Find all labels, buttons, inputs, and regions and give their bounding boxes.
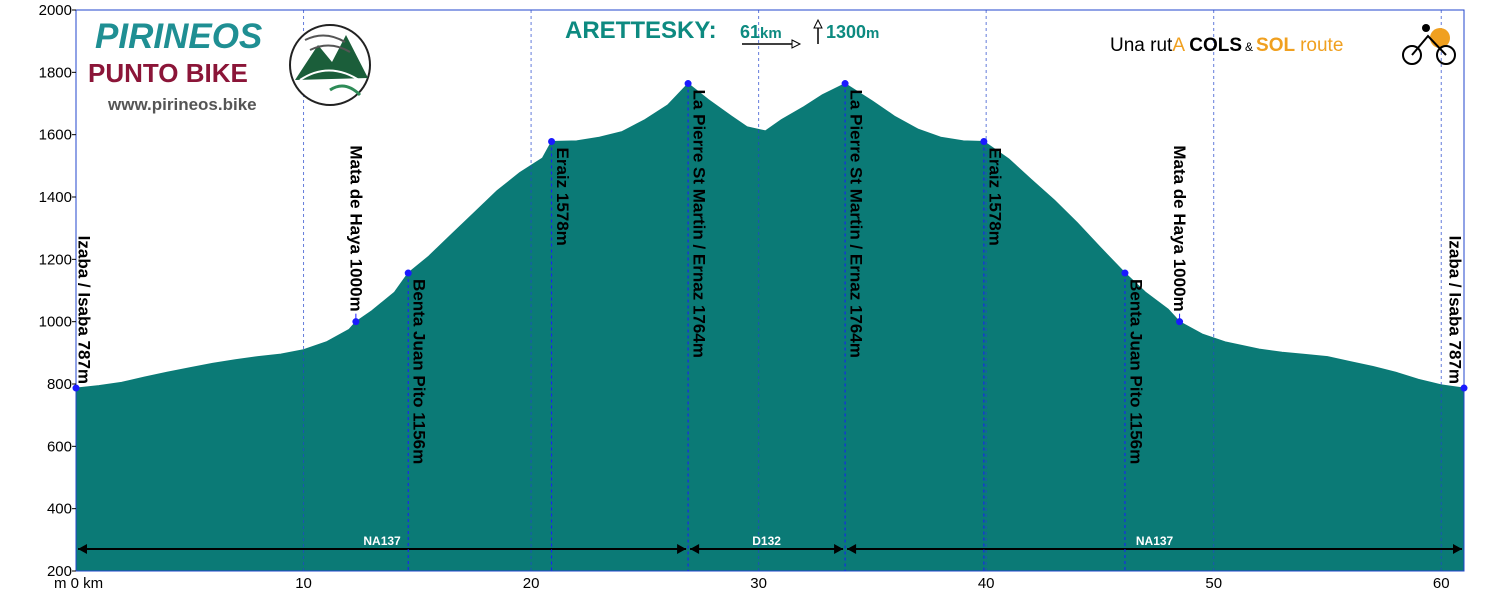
waypoint-label: Benta Juan Pito 1156m	[1126, 279, 1145, 464]
x-tick-label: m 0 km	[54, 575, 103, 592]
brand-line1: PIRINEOS	[95, 17, 262, 56]
waypoint-label: Izaba / Isaba 787m	[75, 236, 94, 384]
road-arrow-right	[834, 544, 844, 554]
branding-block: PIRINEOS PUNTO BIKE www.pirineos.bike	[88, 17, 371, 114]
waypoint-label: Eraiz 1578m	[553, 148, 572, 246]
distance-value: 61km	[740, 22, 782, 42]
cyclist-sun-icon	[1402, 24, 1456, 65]
tagline: Una rutA COLS & SOL route	[1110, 24, 1456, 65]
waypoint-label: La Pierre St Martin / Ernaz 1764m	[847, 90, 866, 358]
y-tick-label: 800	[47, 376, 72, 393]
y-tick-label: 1800	[39, 64, 72, 81]
x-tick-label: 10	[295, 575, 312, 592]
waypoint-marker	[352, 318, 360, 326]
road-arrow-right	[677, 544, 687, 554]
waypoint-marker	[684, 80, 692, 88]
waypoint-label: Izaba / Isaba 787m	[1446, 236, 1465, 384]
ascent-value: 1300m	[826, 22, 879, 42]
waypoint-label: Eraiz 1578m	[985, 148, 1004, 246]
x-tick-label: 60	[1433, 575, 1450, 592]
road-layer: NA137 D132 NA137	[78, 534, 1462, 554]
waypoint-marker	[1121, 269, 1129, 277]
road-arrow-left	[847, 544, 857, 554]
mountain-logo-icon	[289, 24, 371, 106]
y-tick-label: 1200	[39, 251, 72, 268]
y-tick-label: 1600	[39, 127, 72, 144]
axis-layer: 200 400 600 800 1000 1200 1400 1600 1800 2000 m 0 …	[39, 2, 1450, 592]
waypoint-label: Mata de Haya 1000m	[346, 145, 365, 311]
profile-area-layer	[75, 82, 1465, 572]
brand-line2: PUNTO BIKE	[88, 58, 248, 88]
x-tick-label: 50	[1205, 575, 1222, 592]
waypoint-marker	[72, 384, 80, 392]
waypoint-marker	[1176, 318, 1184, 326]
waypoints-layer: Izaba / Isaba 787m Mata de Haya 1000m Bent…	[72, 80, 1468, 571]
y-tick-label: 1000	[39, 314, 72, 331]
waypoint-label: Mata de Haya 1000m	[1170, 145, 1189, 311]
route-name: ARETTESKY:	[565, 17, 717, 44]
tagline-text: Una rutA COLS & SOL route	[1110, 35, 1343, 56]
profile-area	[75, 82, 1465, 572]
x-tick-label: 20	[523, 575, 540, 592]
road-arrow-right	[1453, 544, 1462, 554]
road-label: NA137	[1136, 534, 1174, 548]
route-title: ARETTESKY: 61km 1300m	[565, 17, 879, 49]
waypoint-marker	[980, 138, 988, 146]
y-tick-label: 2000	[39, 2, 72, 19]
x-tick-label: 40	[978, 575, 995, 592]
road-label: NA137	[363, 534, 401, 548]
x-tick-label: 30	[750, 575, 767, 592]
waypoint-label: Benta Juan Pito 1156m	[410, 279, 429, 464]
plot-frame	[75, 9, 1465, 572]
waypoint-marker	[404, 269, 412, 277]
road-label: D132	[752, 534, 781, 548]
waypoint-marker	[1460, 384, 1468, 392]
road-arrow-left	[690, 544, 700, 554]
y-tick-label: 1400	[39, 189, 72, 206]
waypoint-marker	[841, 80, 849, 88]
waypoint-marker	[548, 138, 556, 146]
y-tick-label: 600	[47, 438, 72, 455]
y-tick-label: 400	[47, 501, 72, 518]
y-tick-label: 200	[47, 563, 72, 580]
road-arrow-left	[78, 544, 87, 554]
waypoint-label: La Pierre St Martin / Ernaz 1764m	[690, 90, 709, 358]
brand-website: www.pirineos.bike	[107, 95, 257, 114]
